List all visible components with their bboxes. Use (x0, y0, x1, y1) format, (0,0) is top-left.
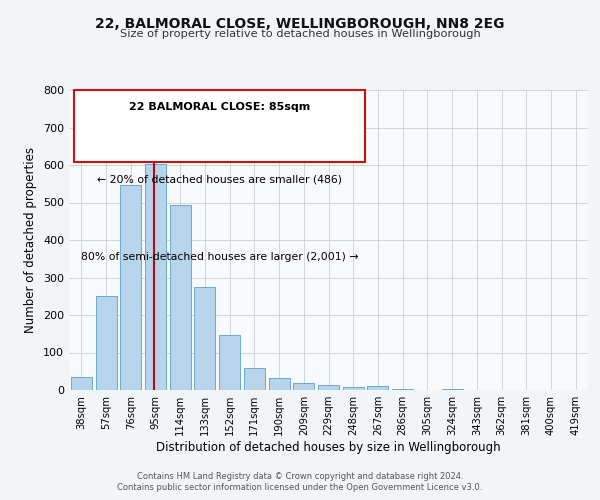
Bar (170, 205, 191, 390)
Bar (219, 334, 240, 390)
Text: 22 BALMORAL CLOSE: 85sqm: 22 BALMORAL CLOSE: 85sqm (129, 102, 310, 112)
Bar (367, 386, 388, 390)
Y-axis label: Number of detached properties: Number of detached properties (25, 147, 37, 333)
Text: Size of property relative to detached houses in Wellingborough: Size of property relative to detached ho… (119, 29, 481, 39)
Bar (442, 389, 463, 390)
Bar (343, 387, 364, 390)
Bar (120, 184, 141, 390)
Bar (194, 287, 215, 390)
Bar (269, 378, 290, 390)
Bar (71, 377, 92, 390)
Bar (95, 296, 116, 390)
Bar (392, 388, 413, 390)
Bar (318, 385, 339, 390)
Bar (145, 164, 166, 390)
Text: 22, BALMORAL CLOSE, WELLINGBOROUGH, NN8 2EG: 22, BALMORAL CLOSE, WELLINGBOROUGH, NN8 … (95, 18, 505, 32)
X-axis label: Distribution of detached houses by size in Wellingborough: Distribution of detached houses by size … (156, 441, 501, 454)
Text: Contains HM Land Registry data © Crown copyright and database right 2024.: Contains HM Land Registry data © Crown c… (137, 472, 463, 481)
FancyBboxPatch shape (74, 90, 365, 162)
Text: 80% of semi-detached houses are larger (2,001) →: 80% of semi-detached houses are larger (… (81, 252, 358, 262)
Text: Contains public sector information licensed under the Open Government Licence v3: Contains public sector information licen… (118, 484, 482, 492)
Text: ← 20% of detached houses are smaller (486): ← 20% of detached houses are smaller (48… (97, 174, 342, 184)
Bar (293, 383, 314, 390)
Bar (244, 368, 265, 390)
